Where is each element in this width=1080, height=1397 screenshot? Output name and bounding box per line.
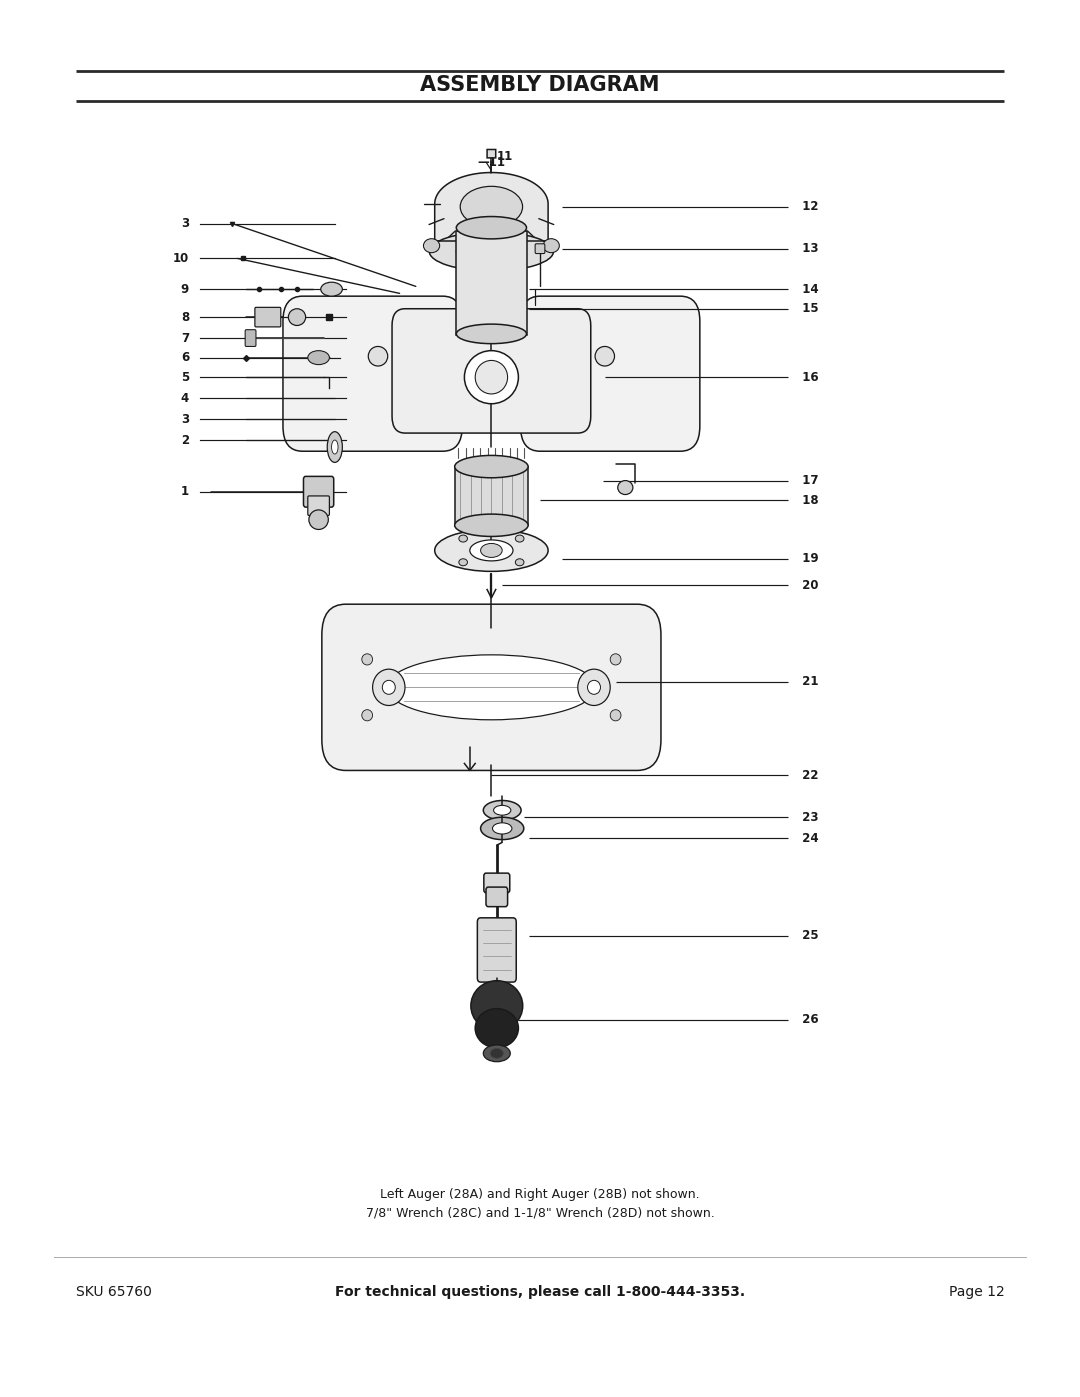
FancyBboxPatch shape xyxy=(477,918,516,982)
Text: 14: 14 xyxy=(794,282,819,296)
Text: 15: 15 xyxy=(794,302,819,316)
Ellipse shape xyxy=(430,232,554,271)
Ellipse shape xyxy=(382,680,395,694)
Ellipse shape xyxy=(484,1045,511,1062)
Text: 11: 11 xyxy=(497,149,513,163)
Text: 24: 24 xyxy=(794,831,819,845)
Text: 5: 5 xyxy=(180,370,189,384)
Ellipse shape xyxy=(588,680,600,694)
Ellipse shape xyxy=(481,817,524,840)
Text: 16: 16 xyxy=(794,370,819,384)
Text: 7: 7 xyxy=(180,331,189,345)
Ellipse shape xyxy=(373,669,405,705)
Text: 22: 22 xyxy=(794,768,819,782)
FancyBboxPatch shape xyxy=(322,604,661,771)
Ellipse shape xyxy=(578,669,610,705)
Text: 26: 26 xyxy=(794,1013,819,1027)
FancyBboxPatch shape xyxy=(245,330,256,346)
Ellipse shape xyxy=(515,535,524,542)
FancyBboxPatch shape xyxy=(392,309,591,433)
Ellipse shape xyxy=(543,239,559,253)
Ellipse shape xyxy=(475,1009,518,1048)
Ellipse shape xyxy=(455,514,528,536)
Text: 21: 21 xyxy=(794,675,819,689)
Text: 8: 8 xyxy=(180,310,189,324)
Ellipse shape xyxy=(362,710,373,721)
FancyBboxPatch shape xyxy=(486,887,508,907)
Ellipse shape xyxy=(455,455,528,478)
Ellipse shape xyxy=(484,800,522,820)
Text: ASSEMBLY DIAGRAM: ASSEMBLY DIAGRAM xyxy=(420,75,660,95)
Text: Page 12: Page 12 xyxy=(948,1285,1004,1299)
Ellipse shape xyxy=(618,481,633,495)
Ellipse shape xyxy=(471,981,523,1031)
Ellipse shape xyxy=(475,360,508,394)
Text: 7/8" Wrench (28C) and 1-1/8" Wrench (28D) not shown.: 7/8" Wrench (28C) and 1-1/8" Wrench (28D… xyxy=(366,1206,714,1220)
FancyBboxPatch shape xyxy=(283,296,462,451)
FancyBboxPatch shape xyxy=(255,307,281,327)
Ellipse shape xyxy=(368,346,388,366)
Text: 3: 3 xyxy=(180,217,189,231)
Text: —11: —11 xyxy=(477,155,505,169)
Text: 9: 9 xyxy=(180,282,189,296)
Ellipse shape xyxy=(610,654,621,665)
FancyBboxPatch shape xyxy=(455,467,528,525)
Text: 1: 1 xyxy=(180,485,189,499)
Text: 20: 20 xyxy=(794,578,819,592)
Text: Left Auger (28A) and Right Auger (28B) not shown.: Left Auger (28A) and Right Auger (28B) n… xyxy=(380,1187,700,1201)
Ellipse shape xyxy=(332,440,338,454)
FancyBboxPatch shape xyxy=(303,476,334,507)
Text: 18: 18 xyxy=(794,493,819,507)
Ellipse shape xyxy=(309,510,328,529)
Polygon shape xyxy=(435,173,549,242)
Ellipse shape xyxy=(387,655,596,719)
Ellipse shape xyxy=(490,1048,503,1059)
Text: SKU 65760: SKU 65760 xyxy=(76,1285,151,1299)
Ellipse shape xyxy=(470,541,513,562)
Ellipse shape xyxy=(327,432,342,462)
Ellipse shape xyxy=(423,239,440,253)
Ellipse shape xyxy=(492,823,512,834)
Ellipse shape xyxy=(321,282,342,296)
Ellipse shape xyxy=(457,240,527,263)
Text: 3: 3 xyxy=(180,412,189,426)
Ellipse shape xyxy=(481,543,502,557)
Ellipse shape xyxy=(494,805,511,816)
Ellipse shape xyxy=(459,535,468,542)
FancyBboxPatch shape xyxy=(457,231,527,335)
Ellipse shape xyxy=(610,710,621,721)
Text: 2: 2 xyxy=(180,433,189,447)
Text: 13: 13 xyxy=(794,242,819,256)
Ellipse shape xyxy=(457,324,527,344)
FancyBboxPatch shape xyxy=(484,873,510,893)
Ellipse shape xyxy=(362,654,373,665)
Text: 10: 10 xyxy=(173,251,189,265)
Ellipse shape xyxy=(464,351,518,404)
Text: 12: 12 xyxy=(794,200,819,214)
Ellipse shape xyxy=(457,217,527,239)
Ellipse shape xyxy=(515,559,524,566)
Text: 17: 17 xyxy=(794,474,819,488)
Text: 25: 25 xyxy=(794,929,819,943)
Ellipse shape xyxy=(435,529,549,571)
FancyBboxPatch shape xyxy=(487,149,496,158)
Ellipse shape xyxy=(595,346,615,366)
Ellipse shape xyxy=(459,559,468,566)
Text: 6: 6 xyxy=(180,351,189,365)
Text: For technical questions, please call 1-800-444-3353.: For technical questions, please call 1-8… xyxy=(335,1285,745,1299)
Ellipse shape xyxy=(288,309,306,326)
Text: 23: 23 xyxy=(794,810,819,824)
FancyBboxPatch shape xyxy=(536,243,544,254)
FancyBboxPatch shape xyxy=(521,296,700,451)
Text: 19: 19 xyxy=(794,552,819,566)
Ellipse shape xyxy=(308,351,329,365)
Text: 4: 4 xyxy=(180,391,189,405)
Ellipse shape xyxy=(460,186,523,228)
FancyBboxPatch shape xyxy=(308,496,329,515)
